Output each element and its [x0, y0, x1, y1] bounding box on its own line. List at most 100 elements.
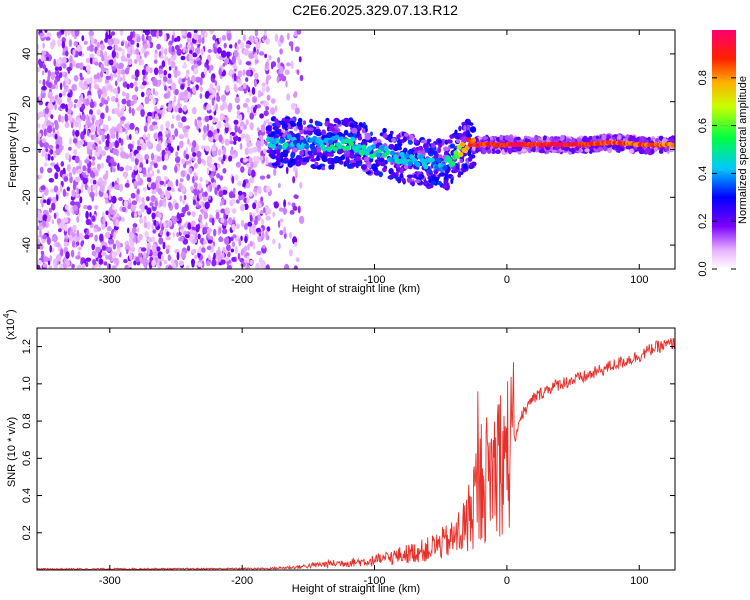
- noise-mark: [171, 262, 176, 269]
- noise-mark: [106, 69, 109, 76]
- noise-mark: [67, 164, 71, 172]
- noise-mark: [85, 218, 91, 226]
- noise-mark: [38, 95, 42, 101]
- ridge-halo-mark: [655, 138, 659, 143]
- noise-mark: [162, 107, 166, 115]
- noise-mark: [89, 53, 95, 58]
- noise-mark: [286, 62, 291, 67]
- noise-mark: [86, 229, 90, 235]
- noise-mark: [244, 236, 248, 244]
- noise-mark: [74, 155, 80, 164]
- noise-mark: [176, 145, 180, 151]
- noise-mark: [194, 175, 199, 181]
- noise-mark: [117, 69, 122, 75]
- noise-mark: [198, 214, 203, 221]
- noise-mark: [243, 197, 248, 203]
- ridge-mark: [393, 154, 399, 160]
- colorbar-gradient: [712, 30, 736, 269]
- noise-mark: [37, 123, 41, 129]
- noise-mark: [195, 76, 201, 83]
- noise-mark: [39, 79, 42, 84]
- noise-mark: [41, 123, 46, 130]
- noise-mark: [52, 196, 58, 204]
- noise-mark: [222, 154, 226, 162]
- ridge-halo-mark: [457, 133, 464, 137]
- noise-mark: [203, 211, 209, 220]
- noise-mark: [140, 91, 145, 98]
- noise-mark: [126, 35, 133, 42]
- noise-mark: [129, 122, 135, 130]
- noise-mark: [230, 248, 234, 253]
- noise-mark: [242, 69, 246, 76]
- noise-mark: [89, 56, 93, 65]
- noise-mark: [279, 230, 284, 236]
- noise-mark: [100, 162, 105, 169]
- ridge-halo-mark: [455, 138, 461, 143]
- ridge-halo-mark: [403, 165, 410, 170]
- noise-mark: [179, 213, 185, 218]
- ridge-halo-mark: [281, 123, 289, 129]
- noise-mark: [170, 82, 177, 91]
- ridge-halo-mark: [291, 147, 299, 153]
- noise-mark: [103, 54, 108, 60]
- y-tick-label: -40: [21, 237, 33, 253]
- ridge-halo-mark: [315, 128, 321, 133]
- ridge-mark: [318, 139, 324, 145]
- noise-mark: [234, 124, 238, 133]
- noise-mark: [186, 264, 189, 269]
- noise-mark: [224, 138, 230, 146]
- ridge-halo-mark: [343, 162, 347, 167]
- noise-mark: [240, 125, 244, 131]
- noise-mark: [181, 158, 186, 165]
- noise-mark: [129, 48, 133, 56]
- noise-mark: [249, 112, 254, 120]
- noise-mark: [147, 111, 153, 117]
- noise-mark: [215, 211, 220, 220]
- noise-mark: [62, 80, 66, 87]
- ridge-halo-mark: [430, 175, 436, 181]
- ridge-halo-mark: [647, 136, 651, 141]
- noise-mark: [154, 113, 158, 121]
- noise-mark: [248, 147, 254, 155]
- noise-mark: [59, 82, 63, 91]
- noise-mark: [58, 66, 62, 71]
- noise-mark: [96, 72, 100, 80]
- ridge-halo-mark: [354, 155, 361, 162]
- noise-mark: [112, 243, 117, 250]
- ridge-mark: [280, 137, 286, 144]
- noise-mark: [136, 36, 141, 43]
- noise-mark: [72, 138, 78, 144]
- ridge-mark: [334, 134, 340, 140]
- noise-mark: [248, 191, 253, 197]
- noise-mark: [90, 178, 93, 185]
- ridge-halo-mark: [462, 163, 468, 170]
- noise-mark: [299, 74, 304, 82]
- noise-mark: [252, 241, 256, 250]
- noise-mark: [134, 86, 139, 92]
- noise-mark: [70, 122, 74, 129]
- noise-mark: [194, 231, 198, 240]
- noise-mark: [108, 41, 113, 47]
- noise-mark: [138, 195, 141, 204]
- noise-mark: [126, 99, 132, 107]
- noise-mark: [42, 234, 48, 240]
- noise-mark: [55, 84, 59, 90]
- noise-mark: [266, 208, 272, 215]
- noise-mark: [182, 105, 188, 112]
- noise-mark: [240, 166, 245, 173]
- noise-mark: [179, 43, 183, 49]
- noise-mark: [116, 248, 121, 255]
- noise-mark: [51, 39, 56, 47]
- noise-mark: [50, 95, 56, 103]
- noise-mark: [38, 174, 43, 179]
- noise-mark: [48, 265, 53, 269]
- ridge-halo-mark: [437, 146, 442, 154]
- noise-mark: [255, 140, 262, 148]
- noise-mark: [245, 98, 250, 103]
- noise-mark: [51, 122, 55, 128]
- noise-mark: [189, 167, 193, 175]
- noise-mark: [237, 78, 241, 83]
- noise-mark: [130, 39, 135, 45]
- noise-mark: [107, 34, 113, 40]
- ridge-halo-mark: [406, 174, 414, 179]
